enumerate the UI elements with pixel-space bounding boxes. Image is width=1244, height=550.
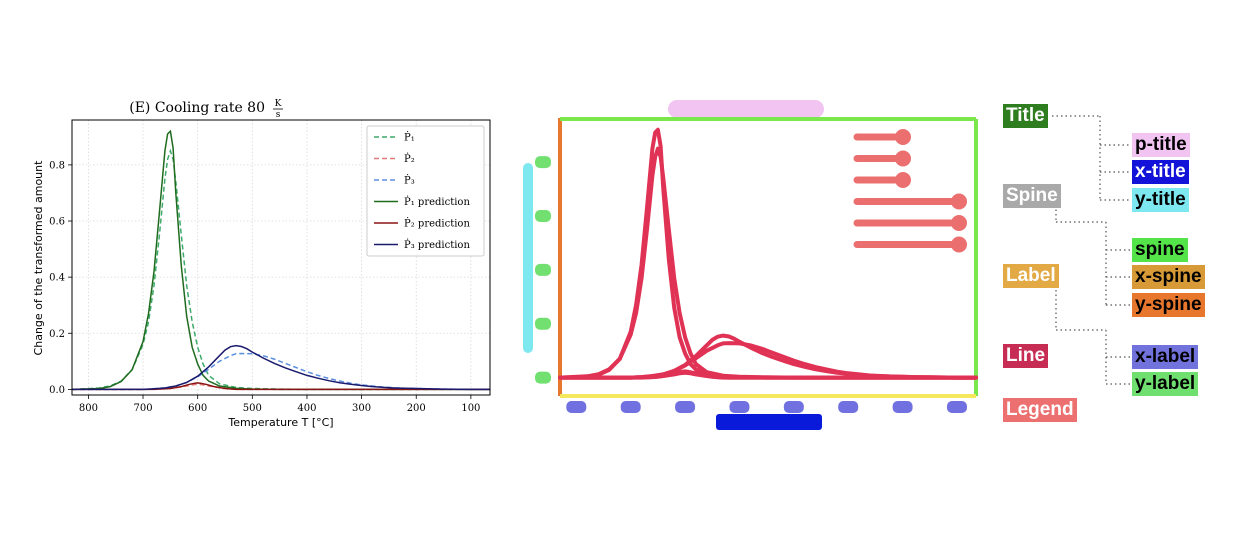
x-tick-label: 400 <box>297 403 316 414</box>
y-tick-label: 0.8 <box>49 160 65 171</box>
x-tick-label: 700 <box>133 403 152 414</box>
sketch-x-label-marks <box>566 401 967 413</box>
sketch-legend-dot-mark <box>951 236 967 253</box>
taxonomy-x-title: x-title <box>1132 160 1189 184</box>
series-line-5 <box>72 382 490 391</box>
sketch-x-label-mark <box>675 401 696 413</box>
legend-label: Ṗ₁ prediction <box>404 196 470 208</box>
series-layer <box>71 129 490 391</box>
y-tick-label: 0.0 <box>49 385 65 396</box>
x-tick-label: 500 <box>243 403 262 414</box>
chart-title-unit-num: K <box>275 99 282 109</box>
sketch-y-label-mark <box>535 317 551 330</box>
taxonomy-x-label: x-label <box>1132 345 1199 369</box>
sketch-x-label-mark <box>892 401 913 413</box>
axes-spine <box>71 119 491 396</box>
sketch-x-label-mark <box>620 401 641 413</box>
sketch-line-mark-1 <box>558 146 978 380</box>
y-tick-label: 0.4 <box>49 273 65 284</box>
x-tick-label: 100 <box>461 403 480 414</box>
sketch-legend-dot-mark <box>951 193 967 210</box>
sketch-x-label-mark <box>946 401 967 413</box>
sketch-y-label-mark <box>535 263 551 276</box>
sketch-y-label-mark <box>535 371 551 384</box>
x-tick-label: 600 <box>188 403 207 414</box>
y-tick-label: 0.2 <box>49 329 65 340</box>
line-chart: 800 700 600 500 400 300 200 1000.00.20.40.60.8 … <box>32 99 491 429</box>
x-tick-label: 800 <box>79 403 98 414</box>
taxonomy-spine-child: spine <box>1132 238 1188 262</box>
legend: Ṗ₁ Ṗ₂ Ṗ₃ Ṗ₁ prediction Ṗ₂ prediction Ṗ₃ predi… <box>366 125 485 257</box>
x-axis-title: Temperature T [°C] <box>227 416 333 429</box>
taxonomy-y-title: y-title <box>1132 188 1189 212</box>
chart-title-unit-den: s <box>276 110 281 120</box>
taxonomy-x-spine: x-spine <box>1132 265 1205 289</box>
sketch-line-mark-4 <box>558 127 978 380</box>
sketch-line-marks <box>558 127 978 380</box>
legend-label: Ṗ₂ <box>404 153 415 165</box>
sketch-x-label-mark <box>729 401 750 413</box>
x-tick-label: 300 <box>352 403 371 414</box>
series-line-6 <box>72 344 490 391</box>
sketch-line-mark-6 <box>558 333 978 380</box>
taxonomy-y-label: y-label <box>1132 372 1199 396</box>
annotation-sketch <box>523 100 978 430</box>
sketch-y-label-mark <box>535 156 551 169</box>
sketch-legend-dot-mark <box>951 215 967 231</box>
taxonomy-legend: Legend <box>1003 398 1077 422</box>
sketch-legend-dot-mark <box>895 150 911 167</box>
legend-items: Ṗ₁ Ṗ₂ Ṗ₃ Ṗ₁ prediction Ṗ₂ prediction Ṗ₃ predi… <box>374 132 470 251</box>
chart-title: (E) Cooling rate 80 <box>129 100 265 116</box>
sketch-legend-dot-mark <box>895 129 911 145</box>
taxonomy-y-spine: y-spine <box>1132 293 1205 317</box>
legend-label: Ṗ₃ <box>404 175 415 187</box>
sketch-legend-dot-mark <box>895 172 911 188</box>
sketch-y-label-marks <box>535 156 551 384</box>
sketch-x-title-mark <box>716 414 822 430</box>
x-tick-label: 200 <box>407 403 426 414</box>
taxonomy-label: Label <box>1003 264 1059 288</box>
taxonomy-spine: Spine <box>1003 184 1061 208</box>
grid <box>72 120 490 395</box>
sketch-x-label-mark <box>783 401 804 413</box>
taxonomy-title: Title <box>1003 104 1048 128</box>
legend-label: Ṗ₂ prediction <box>404 218 470 230</box>
taxonomy-line: Line <box>1003 344 1049 368</box>
legend-label: Ṗ₁ <box>404 132 415 144</box>
y-tick-label: 0.6 <box>49 217 65 228</box>
sketch-x-label-mark <box>566 401 587 413</box>
taxonomy-p-title: p-title <box>1132 133 1190 157</box>
legend-label: Ṗ₃ prediction <box>404 239 470 251</box>
tick-layer: 800 700 600 500 400 300 200 100 0.0 0.2 0.4 0.6 0.8 <box>49 160 480 414</box>
sketch-x-label-mark <box>838 401 859 413</box>
sketch-y-label-mark <box>535 209 551 222</box>
sketch-p-title-mark <box>668 100 824 118</box>
y-axis-title: Change of the transformed amount <box>32 160 45 356</box>
sketch-y-title-mark <box>523 163 533 353</box>
sketch-legend-marks <box>853 129 967 253</box>
